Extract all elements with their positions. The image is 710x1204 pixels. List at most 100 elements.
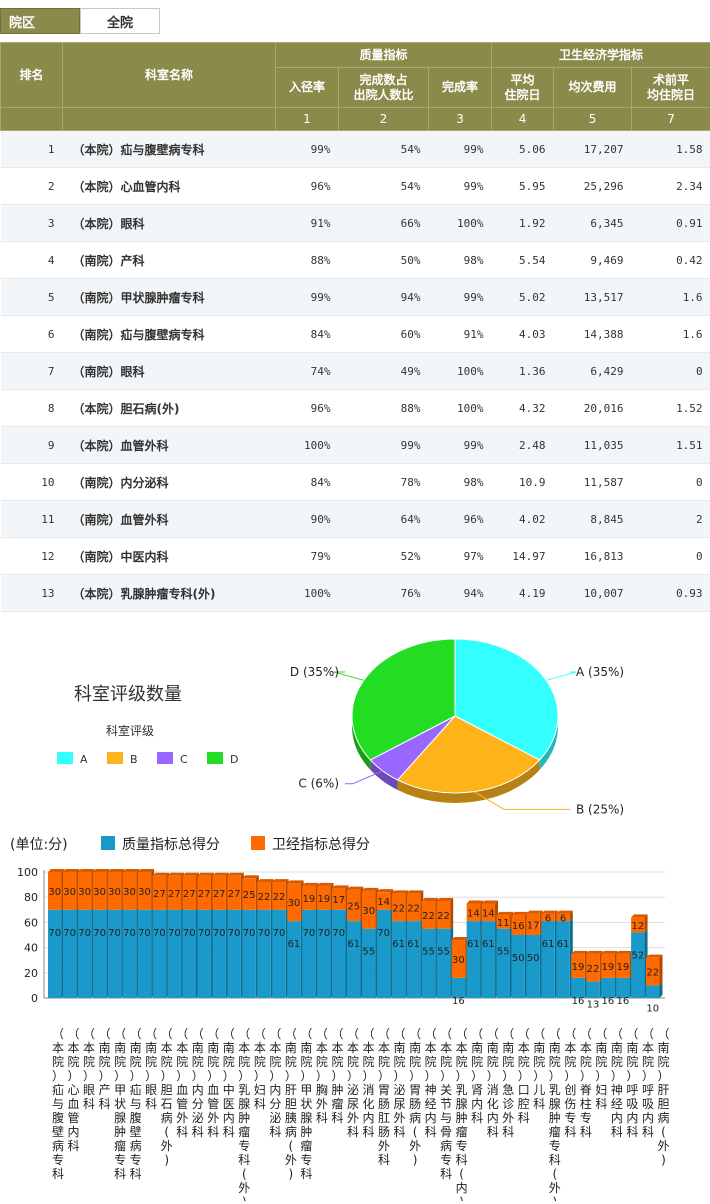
bar-quality xyxy=(377,910,390,998)
bar-econ-value: 27 xyxy=(183,889,196,900)
cell-rank: 6 xyxy=(1,316,63,353)
bar-quality xyxy=(48,910,61,998)
cell-cost: 25,296 xyxy=(554,168,632,205)
bar-econ-value: 22 xyxy=(587,964,600,975)
bar-quality xyxy=(497,929,510,998)
category-label: （南院）血管外科 xyxy=(207,1027,219,1139)
bar-econ-value: 25 xyxy=(243,890,256,901)
cell-preop: 0.93 xyxy=(632,575,710,612)
bar-quality xyxy=(407,921,420,998)
bar-quality-value: 55 xyxy=(362,947,375,958)
category-label: （本院）心血管内科 xyxy=(68,1027,80,1153)
category-label: （南院）肝胆病(外) xyxy=(657,1027,669,1167)
header-preop-stay[interactable]: 术前平均住院日 xyxy=(632,68,710,108)
bar-econ-value: 22 xyxy=(273,892,286,903)
category-label: （南院）眼科 xyxy=(145,1027,157,1111)
cell-pathway: 99% xyxy=(276,131,339,168)
header-avg-stay[interactable]: 平均住院日 xyxy=(492,68,554,108)
pie-slice-label: C (6%) xyxy=(298,777,339,791)
category-label: （本院）泌尿外科 xyxy=(347,1027,359,1139)
cell-avg-stay: 4.32 xyxy=(492,390,554,427)
pie-connector xyxy=(546,672,576,680)
tab-campus[interactable]: 院区 xyxy=(0,8,80,34)
header-index: 4 xyxy=(492,108,554,131)
cell-completion: 96% xyxy=(429,501,492,538)
header-pathway-rate[interactable]: 入径率 xyxy=(276,68,339,108)
cell-cost: 14,388 xyxy=(554,316,632,353)
category-label: （南院）乳腺肿瘤专科(外) xyxy=(549,1027,561,1201)
header-completion-ratio[interactable]: 完成数占出院人数比 xyxy=(339,68,429,108)
cell-cost: 10,007 xyxy=(554,575,632,612)
bar-quality xyxy=(153,910,166,998)
cell-avg-stay: 4.03 xyxy=(492,316,554,353)
bar-quality xyxy=(123,910,136,998)
category-label: （本院）内分泌科 xyxy=(269,1027,281,1139)
cell-completion: 97% xyxy=(429,538,492,575)
tab-whole-hospital[interactable]: 全院 xyxy=(80,8,160,34)
cell-preop: 2.34 xyxy=(632,168,710,205)
cell-pathway: 74% xyxy=(276,353,339,390)
bar-quality-value: 16 xyxy=(572,996,585,1007)
cell-avg-stay: 5.95 xyxy=(492,168,554,205)
header-dept-name[interactable]: 科室名称 xyxy=(63,43,276,108)
cell-name: （本院）胆石病(外) xyxy=(63,390,276,427)
cell-preop: 1.51 xyxy=(632,427,710,464)
bar-quality xyxy=(467,921,480,998)
bar-quality-value: 13 xyxy=(587,1000,600,1011)
bar-quality-value: 70 xyxy=(332,928,345,939)
bar-econ-value: 11 xyxy=(497,918,510,929)
bar-quality-value: 61 xyxy=(288,939,301,950)
cell-preop: 0 xyxy=(632,464,710,501)
category-label: （南院）神经内科 xyxy=(611,1027,623,1139)
cell-rank: 12 xyxy=(1,538,63,575)
bar-econ-value: 14 xyxy=(377,897,390,908)
cell-ratio: 99% xyxy=(339,427,429,464)
campus-tabs: 院区 全院 xyxy=(0,8,160,36)
category-label: （本院）口腔科 xyxy=(518,1027,530,1125)
category-label: （南院）产科 xyxy=(99,1027,111,1111)
cell-completion: 99% xyxy=(429,131,492,168)
bar-quality-value: 70 xyxy=(183,928,196,939)
legend-swatch xyxy=(207,752,223,764)
cell-rank: 8 xyxy=(1,390,63,427)
cell-name: （本院）疝与腹壁病专科 xyxy=(63,131,276,168)
cell-name: （南院）产科 xyxy=(63,242,276,279)
bar-quality xyxy=(332,910,345,998)
cell-pathway: 100% xyxy=(276,575,339,612)
category-label: （南院）消化内科 xyxy=(487,1027,499,1139)
cell-pathway: 100% xyxy=(276,427,339,464)
header-completion-rate[interactable]: 完成率 xyxy=(429,68,492,108)
cell-rank: 7 xyxy=(1,353,63,390)
legend-swatch xyxy=(57,752,73,764)
bar-econ-value: 27 xyxy=(213,889,226,900)
bar-econ-value: 17 xyxy=(332,895,345,906)
cell-rank: 11 xyxy=(1,501,63,538)
bar-econ-value: 30 xyxy=(48,887,61,898)
cell-pathway: 99% xyxy=(276,279,339,316)
bar-quality xyxy=(198,910,211,998)
cell-pathway: 96% xyxy=(276,168,339,205)
legend-label-econ: 卫经指标总得分 xyxy=(272,836,370,853)
bar-quality xyxy=(272,910,285,998)
cell-avg-stay: 1.92 xyxy=(492,205,554,242)
cell-cost: 13,517 xyxy=(554,279,632,316)
bar-quality xyxy=(392,921,405,998)
category-label: （本院）脊柱专科 xyxy=(580,1027,592,1139)
header-rank[interactable]: 排名 xyxy=(1,43,63,108)
bar-quality xyxy=(631,932,644,998)
header-avg-cost[interactable]: 均次费用 xyxy=(554,68,632,108)
